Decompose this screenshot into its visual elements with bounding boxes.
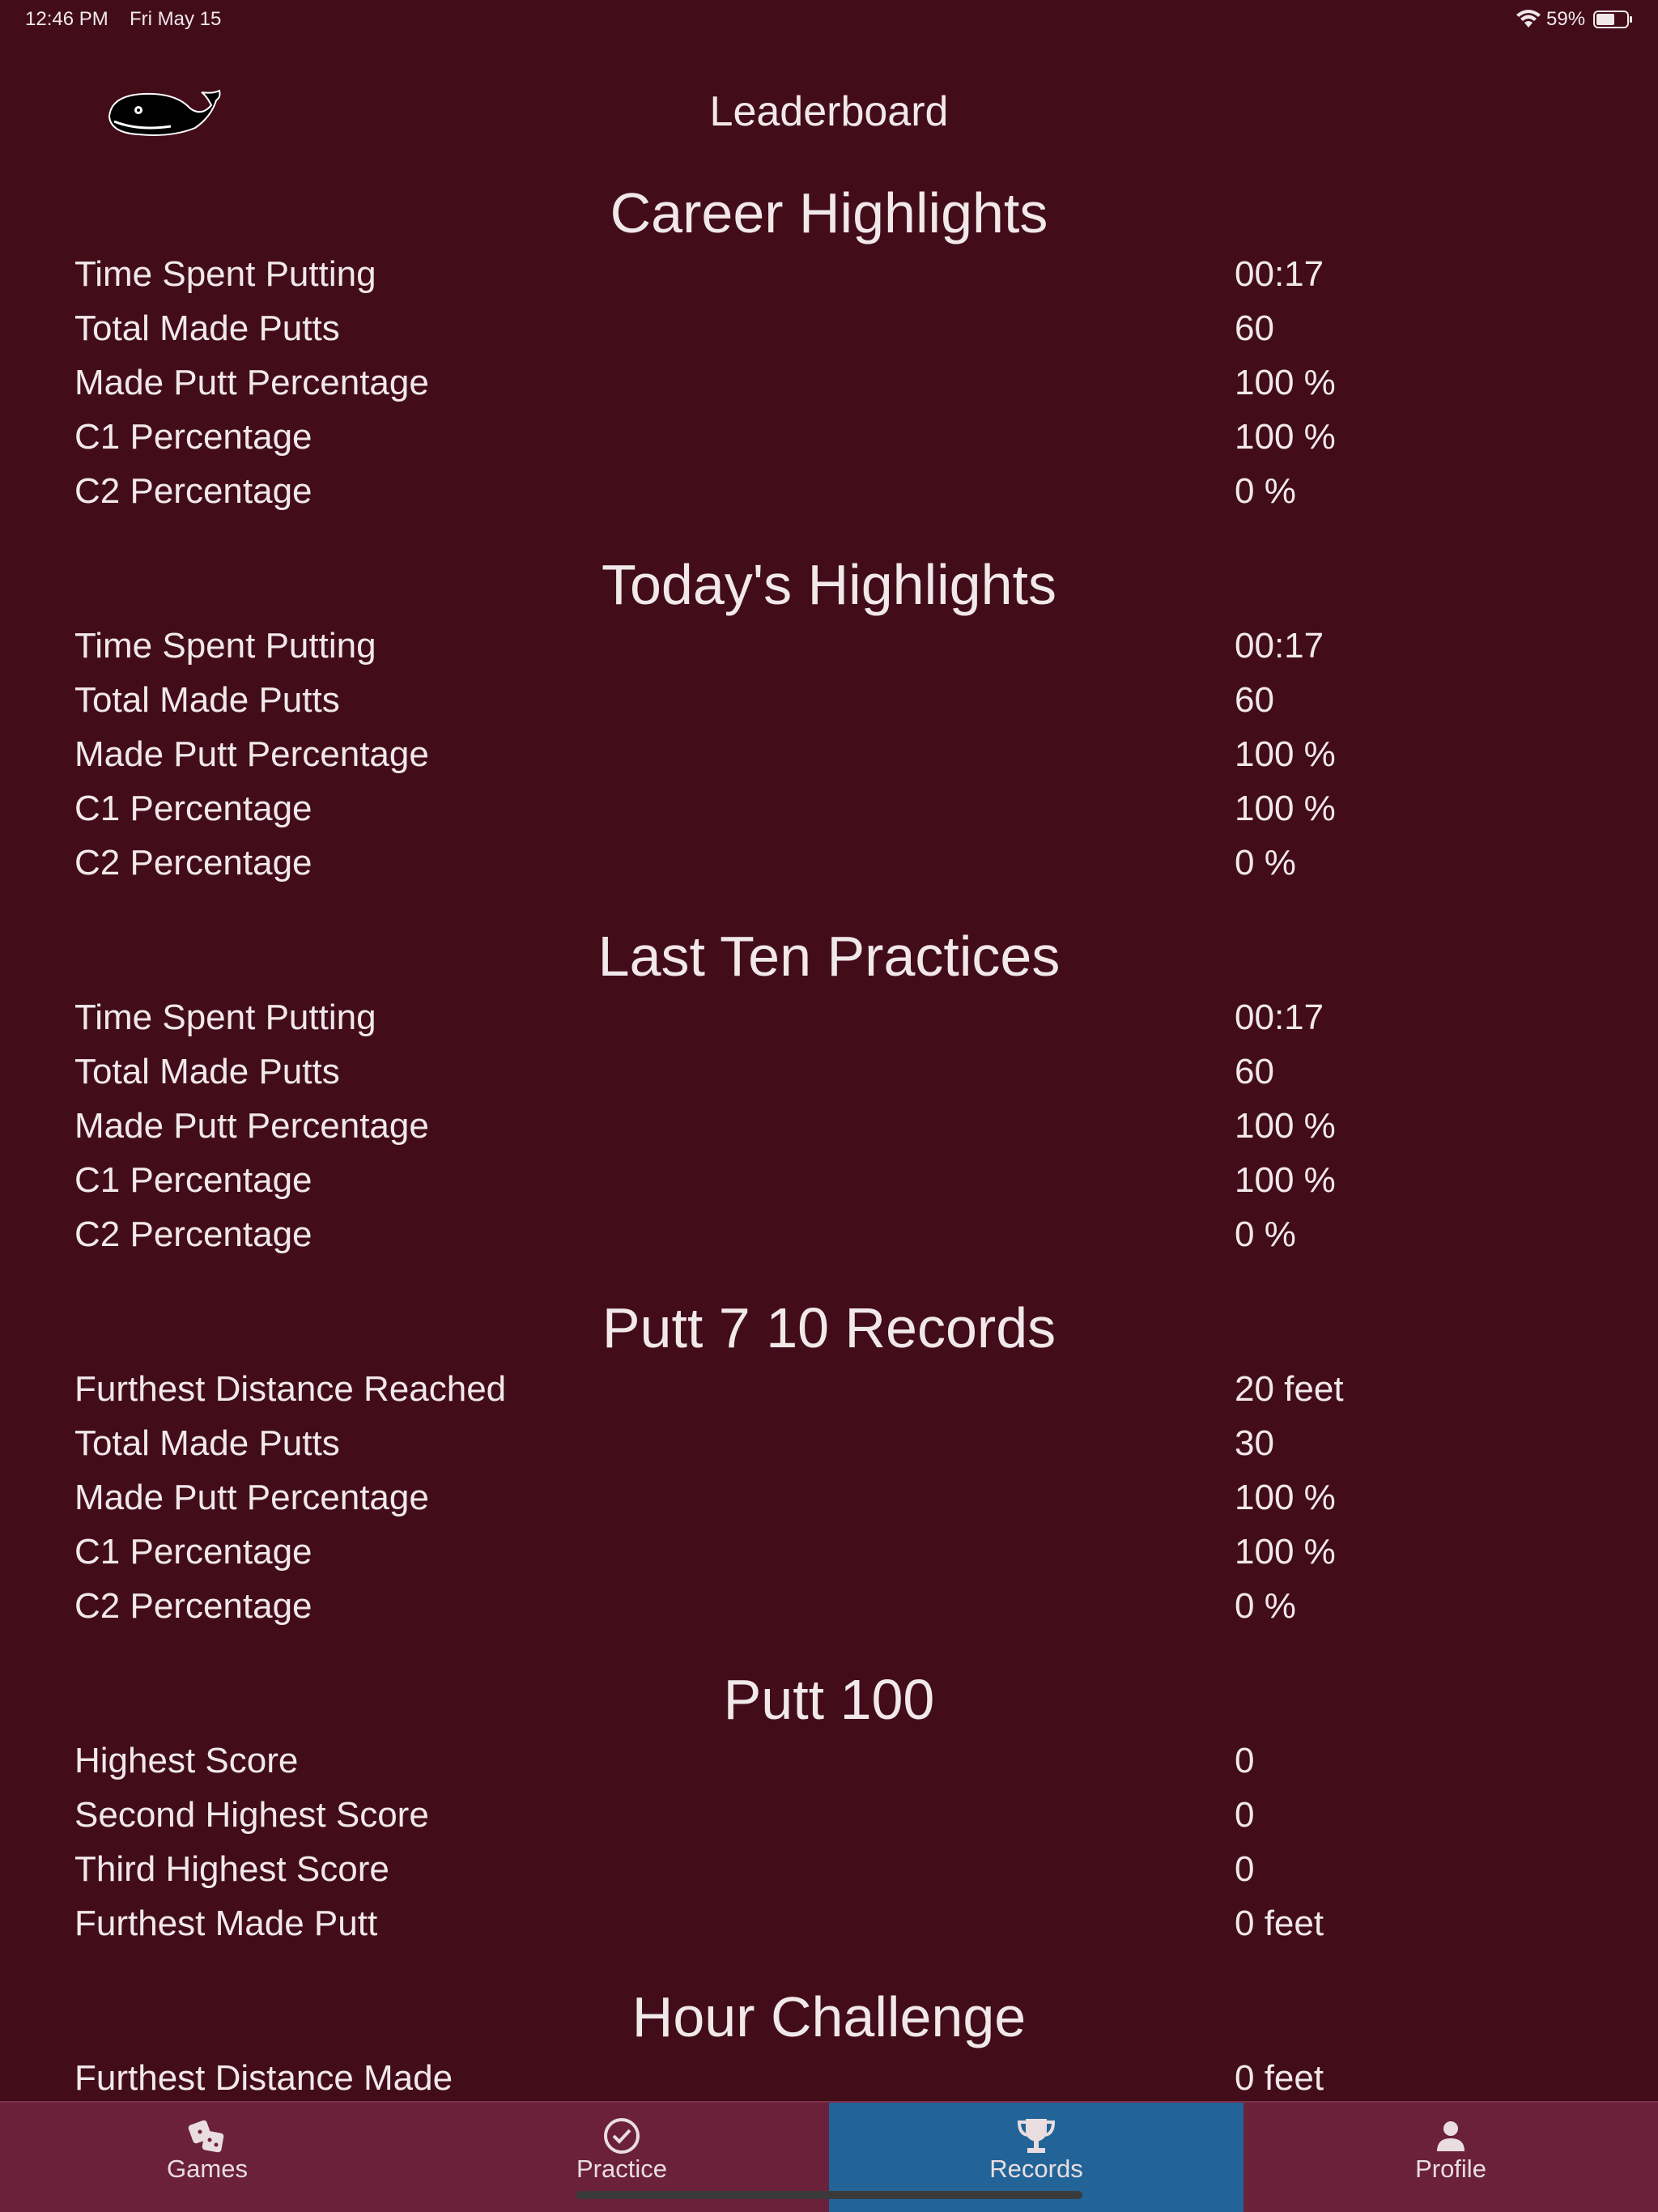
section-title: Putt 100: [723, 1668, 935, 1731]
trophy-icon: [1017, 2119, 1056, 2153]
stat-label: C1 Percentage: [74, 1532, 312, 1572]
stat-value: 60: [1235, 308, 1274, 348]
stat-label: C2 Percentage: [74, 1214, 312, 1254]
status-date: Fri May 15: [130, 8, 222, 30]
battery-icon: [1593, 11, 1632, 28]
stat-label: Second Highest Score: [74, 1795, 429, 1835]
stat-value: 0: [1235, 1795, 1255, 1835]
stat-value: 100 %: [1235, 734, 1336, 774]
section-title: Hour Challenge: [631, 1985, 1027, 2048]
stat-label: Total Made Putts: [74, 308, 340, 348]
stat-label: C1 Percentage: [74, 789, 312, 828]
stat-value: 00:17: [1235, 254, 1324, 294]
tab-label: Practice: [576, 2155, 667, 2183]
stat-label: Total Made Putts: [74, 1052, 340, 1091]
stat-value: 60: [1235, 680, 1274, 720]
stat-value: 60: [1235, 1052, 1274, 1091]
tab-label: Games: [167, 2155, 248, 2183]
tab-label: Profile: [1415, 2155, 1486, 2183]
stat-label: C1 Percentage: [74, 417, 312, 457]
stat-value: 00:17: [1235, 998, 1324, 1037]
stat-label: Made Putt Percentage: [74, 1106, 429, 1146]
stat-value: 0 feet: [1235, 2058, 1324, 2098]
stat-value: 100 %: [1235, 417, 1336, 457]
section-title: Today's Highlights: [602, 553, 1056, 616]
stat-value: 100 %: [1235, 1478, 1336, 1517]
stat-label: Furthest Distance Made: [74, 2058, 453, 2098]
stat-label: Highest Score: [74, 1741, 299, 1780]
stat-label: Time Spent Putting: [74, 998, 376, 1037]
stat-label: Time Spent Putting: [74, 254, 376, 294]
stat-value: 0 feet: [1235, 1904, 1324, 1943]
stat-value: 0: [1235, 1849, 1255, 1889]
section-title: Last Ten Practices: [597, 925, 1061, 988]
stat-value: 0: [1235, 1741, 1255, 1780]
stat-label: Total Made Putts: [74, 680, 340, 720]
stat-label: Third Highest Score: [74, 1849, 389, 1889]
stat-label: C2 Percentage: [74, 471, 312, 511]
stat-label: C1 Percentage: [74, 1160, 312, 1200]
stat-value: 100 %: [1235, 1532, 1336, 1572]
tab[interactable]: Games: [0, 2103, 414, 2212]
stat-value: 0 %: [1235, 1214, 1296, 1254]
whale-logo[interactable]: [106, 84, 229, 138]
section-title: Putt 7 10 Records: [602, 1296, 1056, 1359]
status-battery: 59%: [1546, 8, 1586, 30]
stat-value: 0 %: [1235, 843, 1296, 883]
stat-value: 0 %: [1235, 1586, 1296, 1626]
tab-label: Records: [989, 2155, 1083, 2183]
section-title: Career Highlights: [610, 181, 1048, 245]
stat-label: C2 Percentage: [74, 843, 312, 883]
stat-value: 100 %: [1235, 789, 1336, 828]
stat-label: Time Spent Putting: [74, 626, 376, 666]
stat-value: 30: [1235, 1423, 1274, 1463]
stat-label: Made Putt Percentage: [74, 363, 429, 402]
tab[interactable]: Practice: [414, 2103, 829, 2212]
wifi-icon: [1516, 10, 1541, 28]
stat-label: Made Putt Percentage: [74, 734, 429, 774]
stat-label: Furthest Distance Reached: [74, 1369, 507, 1409]
stat-value: 100 %: [1235, 363, 1336, 402]
person-icon: [1437, 2121, 1465, 2151]
home-indicator: [576, 2191, 1082, 2199]
stat-value: 100 %: [1235, 1106, 1336, 1146]
status-time: 12:46 PM: [25, 8, 108, 30]
page-title: Leaderboard: [709, 88, 949, 135]
check-icon: [604, 2118, 640, 2154]
stat-value: 0 %: [1235, 471, 1296, 511]
dice-icon: [188, 2120, 224, 2153]
stat-value: 20 feet: [1235, 1369, 1344, 1409]
stat-label: Made Putt Percentage: [74, 1478, 429, 1517]
stat-value: 100 %: [1235, 1160, 1336, 1200]
stat-label: Furthest Made Putt: [74, 1904, 378, 1943]
stat-label: Total Made Putts: [74, 1423, 340, 1463]
tab[interactable]: Profile: [1244, 2103, 1658, 2212]
stat-value: 00:17: [1235, 626, 1324, 666]
stat-label: C2 Percentage: [74, 1586, 312, 1626]
